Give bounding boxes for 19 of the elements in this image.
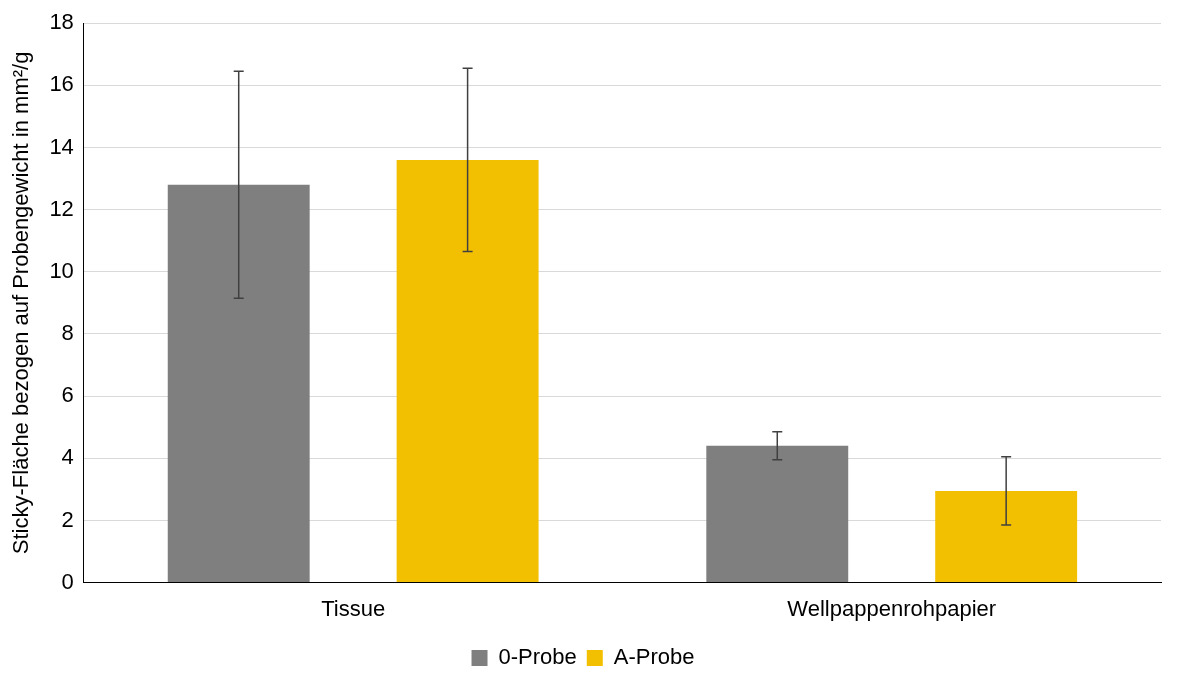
bar [706,445,849,583]
y-tick-label: 12 [49,195,74,221]
x-tick-label: Tissue [321,595,386,621]
y-tick-label: 16 [49,71,74,97]
y-tick-label: 4 [61,444,74,470]
y-axis-title: Sticky-Fläche bezogen auf Probengewicht in mm²/g [8,51,34,555]
bar [167,184,310,583]
y-tick-label: 6 [61,382,74,408]
y-tick-label: 18 [49,9,74,35]
y-tick-label: 14 [49,133,74,159]
y-tick-label: 2 [61,506,74,532]
y-tick-label: 0 [61,568,74,594]
x-tick-label: Wellpappenrohpapier [787,595,997,621]
y-tick-label: 10 [49,257,74,283]
legend-label: A-Probe [613,644,695,670]
bar [935,490,1078,583]
y-tick-label: 8 [61,320,74,346]
legend-label: 0-Probe [498,644,577,670]
bar [396,159,539,583]
